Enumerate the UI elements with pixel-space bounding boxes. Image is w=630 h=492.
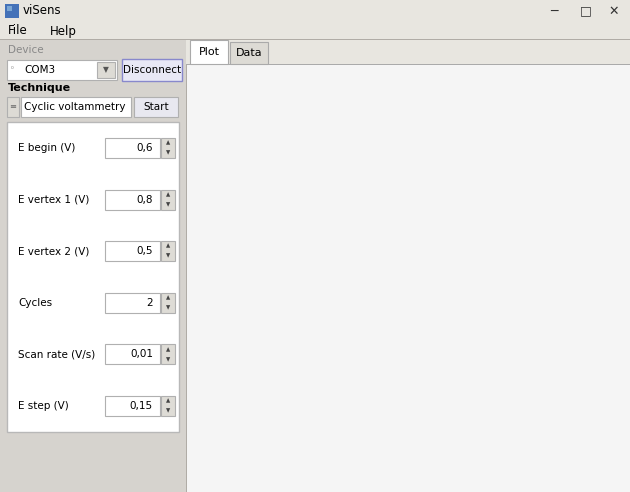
Bar bbox=[230, 42, 268, 64]
Bar bbox=[7, 122, 179, 432]
Bar bbox=[0, 39, 630, 40]
Bar bbox=[105, 344, 160, 365]
Bar bbox=[105, 241, 160, 261]
Bar bbox=[7, 97, 19, 117]
Bar bbox=[7, 6, 12, 11]
Text: ─: ─ bbox=[550, 4, 558, 18]
Bar bbox=[161, 396, 175, 416]
Text: File: File bbox=[8, 25, 28, 37]
Bar bbox=[186, 64, 630, 65]
Bar bbox=[105, 396, 160, 416]
Text: ▼: ▼ bbox=[166, 409, 170, 414]
Text: 0,5: 0,5 bbox=[137, 246, 153, 256]
Text: ⁰: ⁰ bbox=[11, 67, 14, 73]
Bar bbox=[186, 40, 630, 492]
Text: ▲: ▲ bbox=[166, 399, 170, 403]
Bar bbox=[190, 40, 228, 64]
Bar bbox=[186, 40, 630, 64]
X-axis label: Potential (V): Potential (V) bbox=[392, 473, 466, 486]
Bar bbox=[5, 4, 19, 18]
Text: Cycles: Cycles bbox=[18, 298, 52, 308]
Text: 0,8: 0,8 bbox=[137, 194, 153, 205]
Bar bbox=[21, 97, 131, 117]
Text: E step (V): E step (V) bbox=[18, 401, 69, 411]
Text: 0,15: 0,15 bbox=[130, 401, 153, 411]
Bar bbox=[97, 62, 115, 78]
Text: Plot: Plot bbox=[198, 47, 219, 57]
Text: COM3: COM3 bbox=[24, 65, 55, 75]
Text: ▲: ▲ bbox=[166, 244, 170, 248]
Bar bbox=[161, 293, 175, 313]
Text: E begin (V): E begin (V) bbox=[18, 143, 76, 153]
Text: Help: Help bbox=[50, 25, 77, 37]
Bar bbox=[161, 241, 175, 261]
Text: viSens: viSens bbox=[23, 4, 62, 18]
Text: ▼: ▼ bbox=[166, 254, 170, 259]
Text: ✕: ✕ bbox=[608, 4, 619, 18]
Text: ▼: ▼ bbox=[166, 151, 170, 155]
Text: ≡: ≡ bbox=[9, 102, 16, 112]
Text: Start: Start bbox=[143, 102, 169, 112]
Bar bbox=[161, 138, 175, 158]
Text: ▼: ▼ bbox=[166, 306, 170, 310]
Text: □: □ bbox=[580, 4, 592, 18]
Text: Scan rate (V/s): Scan rate (V/s) bbox=[18, 349, 95, 360]
Bar bbox=[7, 60, 117, 80]
Text: Cyclic voltammetry: Cyclic voltammetry bbox=[24, 102, 126, 112]
Text: Data: Data bbox=[236, 48, 262, 58]
Bar bbox=[186, 40, 187, 492]
Bar bbox=[0, 0, 630, 22]
Text: E vertex 2 (V): E vertex 2 (V) bbox=[18, 246, 89, 256]
Text: ▲: ▲ bbox=[166, 347, 170, 352]
Bar bbox=[122, 59, 182, 81]
Text: 2: 2 bbox=[146, 298, 153, 308]
Text: ▲: ▲ bbox=[166, 192, 170, 197]
Bar bbox=[105, 138, 160, 158]
Bar bbox=[105, 293, 160, 313]
Text: E vertex 1 (V): E vertex 1 (V) bbox=[18, 194, 89, 205]
Text: ▲: ▲ bbox=[166, 140, 170, 145]
Bar bbox=[134, 97, 178, 117]
Text: Device: Device bbox=[8, 45, 43, 55]
Text: 0,6: 0,6 bbox=[137, 143, 153, 153]
Text: ▲: ▲ bbox=[166, 295, 170, 300]
Text: Technique: Technique bbox=[8, 83, 71, 93]
Bar bbox=[161, 344, 175, 365]
Text: ▼: ▼ bbox=[103, 65, 109, 74]
Bar bbox=[0, 40, 186, 492]
Y-axis label: Current (A): Current (A) bbox=[195, 228, 208, 294]
Bar bbox=[161, 189, 175, 210]
Bar bbox=[0, 22, 630, 40]
Text: ▼: ▼ bbox=[166, 357, 170, 362]
Text: ▼: ▼ bbox=[166, 202, 170, 207]
Bar bbox=[105, 189, 160, 210]
Text: 0,01: 0,01 bbox=[130, 349, 153, 360]
Text: Disconnect: Disconnect bbox=[123, 65, 181, 75]
